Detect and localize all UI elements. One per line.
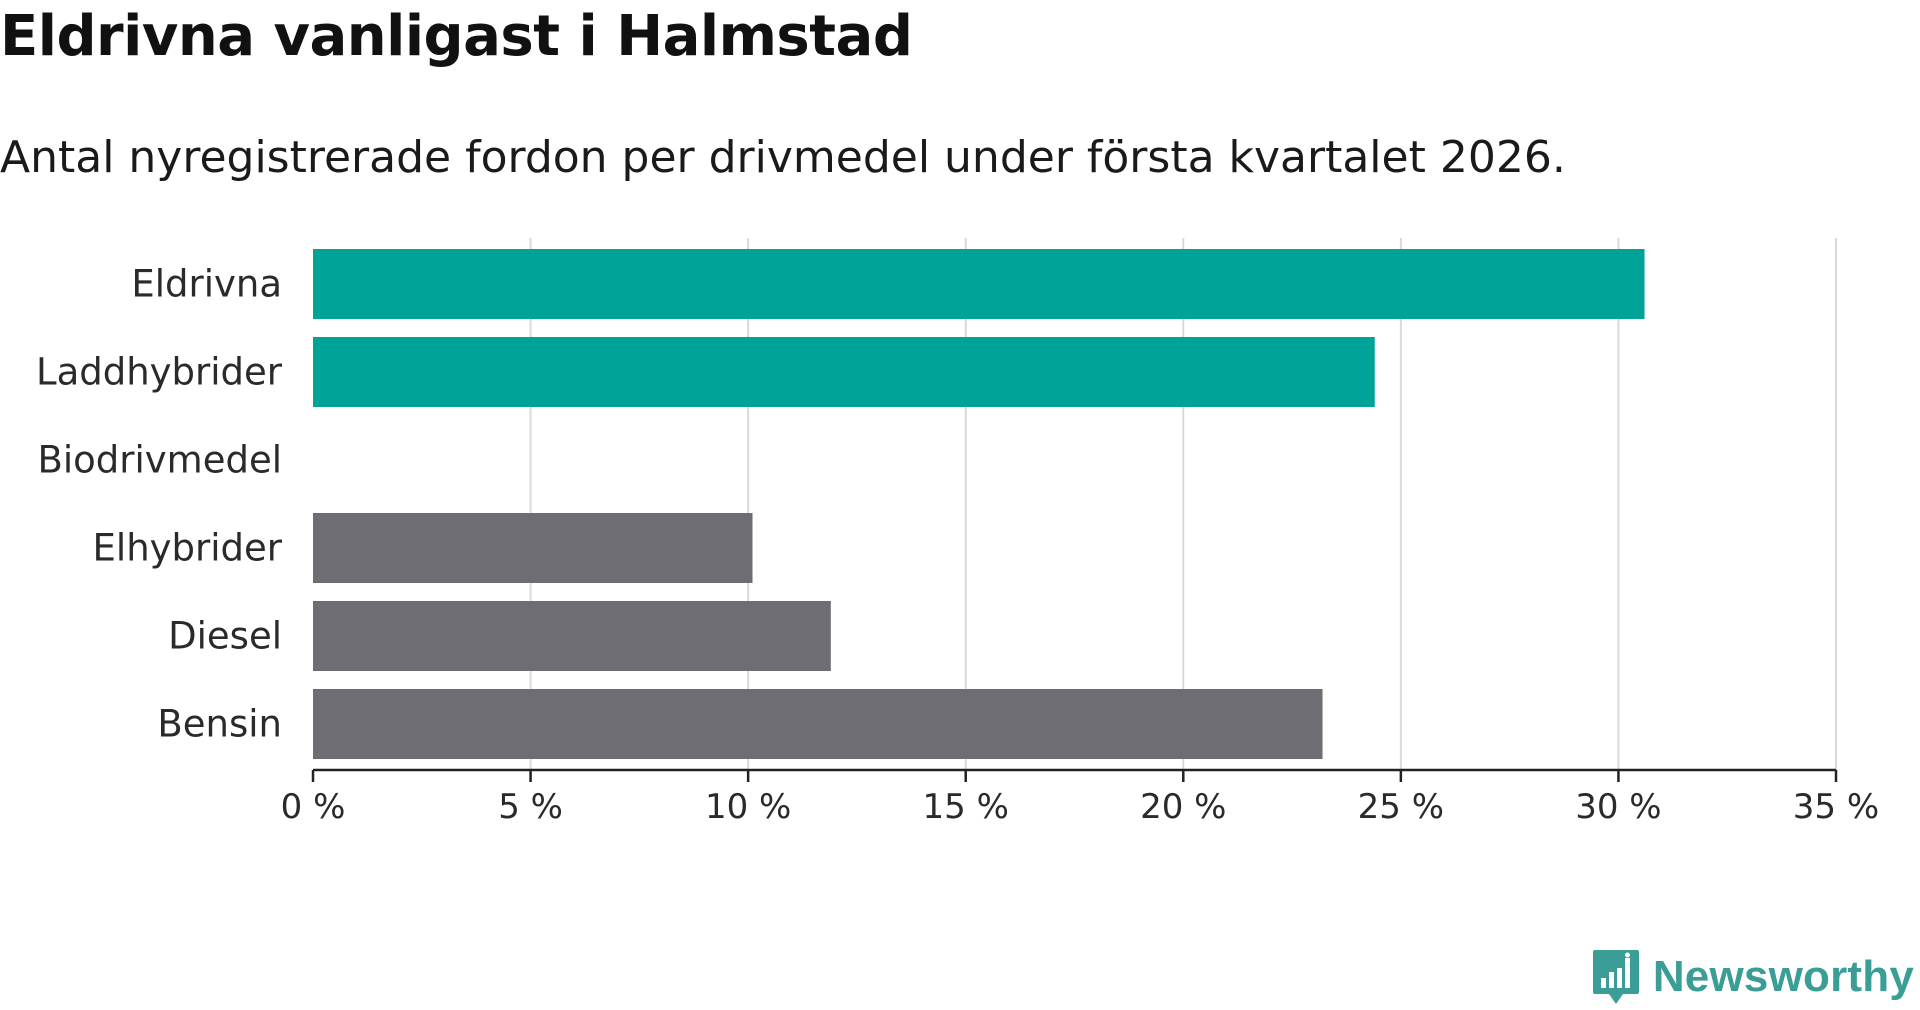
- category-label: Biodrivmedel: [37, 439, 282, 482]
- chart-subtitle: Antal nyregistrerade fordon per drivmede…: [0, 132, 1566, 183]
- category-label: Elhybrider: [93, 527, 283, 570]
- category-label: Diesel: [168, 615, 282, 658]
- bar-laddhybrider: [313, 337, 1375, 407]
- bar-eldrivna: [313, 249, 1645, 319]
- x-tick-label: 20 %: [1140, 787, 1226, 827]
- x-axis: 0 % 5 % 10 % 15 % 20 % 25 % 30 % 35 %: [281, 768, 1879, 827]
- x-tick-label: 5 %: [498, 787, 563, 827]
- category-label: Laddhybrider: [36, 351, 283, 394]
- category-label: Bensin: [157, 703, 282, 746]
- category-label: Eldrivna: [131, 263, 282, 306]
- x-tick-label: 35 %: [1793, 787, 1879, 827]
- bars: [313, 249, 1645, 759]
- grid-lines: [529, 238, 1837, 770]
- newsworthy-logo-icon: [1592, 950, 1639, 1004]
- x-tick-label: 0 %: [281, 787, 346, 827]
- x-tick-label: 10 %: [705, 787, 791, 827]
- chart-title: Eldrivna vanligast i Halmstad: [0, 4, 913, 69]
- category-labels: Eldrivna Laddhybrider Biodrivmedel Elhybrid…: [36, 263, 283, 746]
- x-tick-label: 15 %: [923, 787, 1009, 827]
- brand-name: Newsworthy: [1652, 952, 1914, 1001]
- x-tick-label: 30 %: [1575, 787, 1661, 827]
- bar-elhybrider: [313, 513, 753, 583]
- bar-diesel: [313, 601, 831, 671]
- bar-bensin: [313, 689, 1323, 759]
- brand-logo: Newsworthy: [1591, 948, 1914, 1006]
- x-tick-label: 25 %: [1358, 787, 1444, 827]
